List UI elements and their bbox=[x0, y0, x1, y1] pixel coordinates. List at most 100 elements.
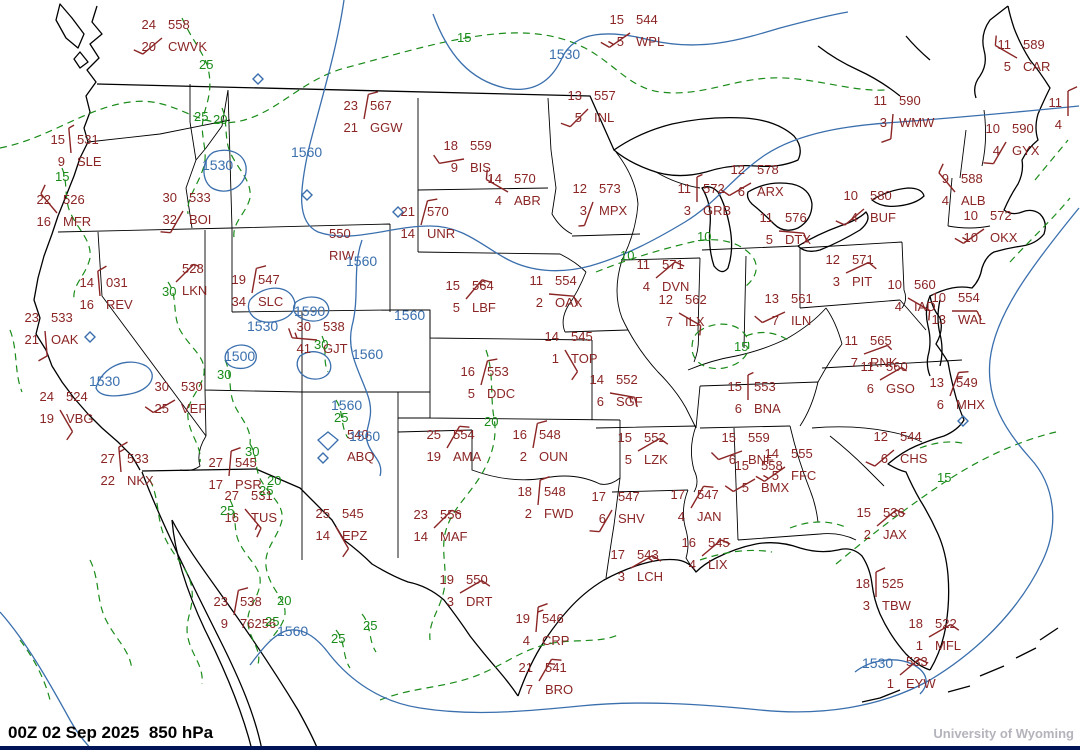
station-height: 533 bbox=[127, 451, 149, 466]
station-dewpoint: 3 bbox=[617, 569, 625, 584]
site-diamond-marker bbox=[252, 73, 264, 85]
station-height: 528 bbox=[182, 261, 204, 276]
station-temp: 16 bbox=[460, 364, 475, 379]
station-temp: 21 bbox=[518, 660, 533, 675]
station-id: GGW bbox=[370, 120, 403, 135]
station-height: 571 bbox=[662, 257, 684, 272]
isotherm-label: 30 bbox=[245, 444, 260, 459]
station-id: RIW bbox=[329, 248, 355, 263]
station-id: BMX bbox=[761, 480, 790, 495]
station-id: BNA bbox=[754, 401, 781, 416]
isotherm-label: 30 bbox=[162, 284, 177, 299]
station-dewpoint: 1 bbox=[915, 638, 923, 653]
station-temp: 11 bbox=[529, 273, 544, 288]
station-dewpoint: 10 bbox=[963, 230, 978, 245]
station-temp: 18 bbox=[855, 576, 870, 591]
station-height: 576 bbox=[785, 210, 807, 225]
station-temp: 11 bbox=[860, 359, 875, 374]
station-height: 580 bbox=[870, 188, 892, 203]
station-height: 555 bbox=[791, 446, 813, 461]
isotherm-label: 30 bbox=[217, 367, 232, 382]
station-height: 558 bbox=[168, 17, 190, 32]
station-id: DTX bbox=[785, 232, 811, 247]
station-temp: 23 bbox=[24, 310, 39, 325]
station-height: 545 bbox=[235, 455, 257, 470]
station-id: RNK bbox=[870, 355, 898, 370]
height-contour-label: 1560 bbox=[352, 346, 384, 362]
station-height: 590 bbox=[899, 93, 921, 108]
station-id: OUN bbox=[539, 449, 568, 464]
station-dewpoint: 6 bbox=[866, 381, 874, 396]
station-dewpoint: 13 bbox=[931, 312, 946, 327]
station-dewpoint: 4 bbox=[894, 299, 902, 314]
station-dewpoint: 6 bbox=[598, 511, 606, 526]
height-contour-label: 1560 bbox=[331, 397, 363, 413]
station-temp: 12 bbox=[873, 429, 888, 444]
station-dewpoint: 9 bbox=[220, 616, 228, 631]
station-id: OAX bbox=[555, 295, 583, 310]
site-diamond-marker bbox=[957, 415, 969, 427]
station-dewpoint: 17 bbox=[208, 477, 223, 492]
station-temp: 10 bbox=[931, 290, 946, 305]
station-id: LIX bbox=[708, 557, 728, 572]
station-id: TUS bbox=[251, 510, 277, 525]
station-id: VEF bbox=[181, 401, 207, 416]
station-id: ABR bbox=[514, 193, 541, 208]
isotherm-label: 15 bbox=[937, 470, 952, 485]
station-height: 544 bbox=[636, 12, 658, 27]
isotherm-label: 25 bbox=[220, 503, 235, 518]
station-dewpoint: 22 bbox=[100, 473, 115, 488]
isotherm-label: 15 bbox=[734, 339, 749, 354]
station-id: CRP bbox=[542, 633, 570, 648]
isotherm-label: 25 bbox=[265, 614, 280, 629]
station-dewpoint: 4 bbox=[494, 193, 502, 208]
station-temp: 16 bbox=[681, 535, 696, 550]
station-id: MFL bbox=[935, 638, 961, 653]
station-id: SGF bbox=[616, 394, 643, 409]
isotherm-label: 25 bbox=[259, 483, 274, 498]
station-temp: 17 bbox=[591, 489, 606, 504]
station-dewpoint: 14 bbox=[400, 226, 415, 241]
station-height: 559 bbox=[470, 138, 492, 153]
station-height: 572 bbox=[990, 208, 1012, 223]
height-contour-label: 1560 bbox=[291, 144, 323, 160]
station-dewpoint: 3 bbox=[862, 598, 870, 613]
station-temp: 24 bbox=[39, 389, 54, 404]
station-height: 567 bbox=[370, 98, 392, 113]
station-temp: 11 bbox=[997, 37, 1012, 52]
station-temp: 23 bbox=[413, 507, 428, 522]
station-id: INL bbox=[594, 110, 615, 125]
station-height: 552 bbox=[644, 430, 666, 445]
station-dewpoint: 14 bbox=[413, 529, 428, 544]
station-temp: 25 bbox=[315, 506, 330, 521]
station-id: GSO bbox=[886, 381, 915, 396]
station-temp: 15 bbox=[734, 458, 749, 473]
station-dewpoint: 14 bbox=[315, 528, 330, 543]
station-id: CWVK bbox=[168, 39, 207, 54]
station-id: LBF bbox=[472, 300, 496, 315]
isotherm-label: 25 bbox=[331, 631, 346, 646]
station-height: 557 bbox=[594, 88, 616, 103]
station-id: ILN bbox=[791, 313, 812, 328]
station-id: DVN bbox=[662, 279, 690, 294]
station-temp: 14 bbox=[764, 446, 779, 461]
station-height: 531 bbox=[77, 132, 99, 147]
station-id: WMW bbox=[899, 115, 935, 130]
station-temp: 25 bbox=[426, 427, 441, 442]
station-temp: 10 bbox=[843, 188, 858, 203]
station-height: 531 bbox=[251, 488, 273, 503]
station-temp: 19 bbox=[439, 572, 454, 587]
height-contour-label: 1560 bbox=[394, 307, 426, 323]
station-temp: 23 bbox=[213, 594, 228, 609]
station-height: 530 bbox=[181, 379, 203, 394]
station-temp: 12 bbox=[658, 292, 673, 307]
station-height: 546 bbox=[542, 611, 564, 626]
station-dewpoint: 6 bbox=[936, 397, 944, 412]
isotherm-label: 25 bbox=[363, 618, 378, 633]
station-id: 76256 bbox=[240, 616, 277, 631]
station-id: FWD bbox=[544, 506, 574, 521]
station-dewpoint: 9 bbox=[57, 154, 65, 169]
station-id: PSR bbox=[235, 477, 262, 492]
